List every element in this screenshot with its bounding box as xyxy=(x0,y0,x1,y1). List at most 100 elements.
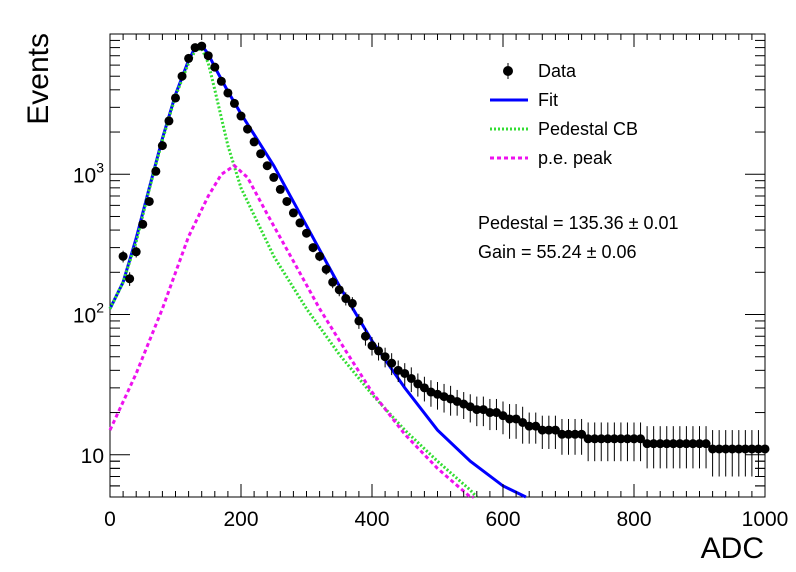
y-tick-exponent: 2 xyxy=(96,300,104,316)
data-point xyxy=(472,405,482,415)
x-tick-label: 1000 xyxy=(742,508,789,531)
data-point xyxy=(649,439,659,449)
data-point xyxy=(636,434,646,444)
data-point xyxy=(282,196,292,206)
data-point xyxy=(485,408,495,418)
data-point xyxy=(302,228,311,238)
data-points xyxy=(118,41,770,477)
data-point xyxy=(721,444,731,454)
data-point xyxy=(328,277,338,287)
data-point xyxy=(596,434,606,444)
data-point xyxy=(570,429,580,439)
data-point xyxy=(197,41,207,51)
data-point xyxy=(675,439,685,449)
data-point xyxy=(557,429,567,439)
data-point xyxy=(229,98,239,108)
data-point xyxy=(223,88,233,98)
data-point xyxy=(203,51,213,61)
legend-label: p.e. peak xyxy=(538,148,613,168)
x-axis-label: ADC xyxy=(701,532,764,565)
legend-marker xyxy=(503,66,513,76)
data-point xyxy=(256,149,266,159)
curve-p-e-peak xyxy=(108,163,474,499)
y-tick-base: 10 xyxy=(73,305,96,328)
data-point xyxy=(727,444,737,454)
data-point xyxy=(400,368,410,378)
data-point xyxy=(236,111,246,121)
data-point xyxy=(544,425,554,435)
data-point xyxy=(609,434,619,444)
data-point xyxy=(747,444,757,454)
data-point xyxy=(347,298,357,308)
data-point xyxy=(164,116,174,126)
legend-label: Data xyxy=(538,61,577,81)
data-point xyxy=(177,71,187,81)
data-point xyxy=(367,341,377,351)
data-point xyxy=(701,439,711,449)
data-point xyxy=(151,166,161,176)
data-point xyxy=(616,434,626,444)
data-point xyxy=(662,439,672,449)
data-point xyxy=(374,346,384,356)
data-point xyxy=(577,429,587,439)
data-point xyxy=(524,421,534,431)
data-point xyxy=(681,439,691,449)
data-point xyxy=(125,274,135,284)
data-point xyxy=(243,124,253,134)
curve-pedestal-cb xyxy=(108,46,478,499)
data-point xyxy=(157,141,167,151)
y-tick-label: 10 xyxy=(81,445,104,468)
data-point xyxy=(380,352,390,362)
data-point xyxy=(184,53,194,63)
x-tick-label: 200 xyxy=(223,508,258,531)
data-point xyxy=(334,285,344,295)
x-tick-label: 800 xyxy=(616,508,651,531)
data-point xyxy=(603,434,613,444)
data-point xyxy=(295,218,305,228)
data-point xyxy=(118,251,128,261)
y-tick-exponent: 3 xyxy=(96,159,104,175)
data-point xyxy=(144,196,154,206)
data-point xyxy=(354,316,364,326)
curve-fit xyxy=(108,43,527,499)
data-point xyxy=(518,417,528,427)
legend: Data Fit Pedestal CB p.e. peak xyxy=(490,61,638,168)
data-point xyxy=(583,434,593,444)
data-point xyxy=(341,294,351,304)
data-point xyxy=(269,172,279,182)
data-point xyxy=(642,439,652,449)
data-point xyxy=(714,444,724,454)
data-point xyxy=(531,421,541,431)
y-tick-base: 10 xyxy=(73,164,96,187)
data-point xyxy=(138,219,148,229)
data-point xyxy=(708,444,718,454)
data-point xyxy=(655,439,665,449)
data-point xyxy=(249,137,259,147)
y-tick-label: 102 xyxy=(73,300,104,328)
data-point xyxy=(419,383,429,393)
data-point xyxy=(262,161,272,171)
data-point xyxy=(740,444,750,454)
data-point xyxy=(321,264,331,274)
data-point xyxy=(406,373,416,383)
y-tick-base: 10 xyxy=(81,445,104,468)
x-axis-ticks: 0 200 400 600 800 1000 xyxy=(104,34,788,531)
data-point xyxy=(171,93,180,103)
data-point xyxy=(210,62,220,72)
data-point xyxy=(308,243,318,253)
data-point xyxy=(564,429,573,439)
stat-line: Gain = 55.24 ± 0.06 xyxy=(478,242,637,262)
data-point xyxy=(688,439,698,449)
data-point xyxy=(622,434,632,444)
y-axis-label: Events xyxy=(22,33,55,125)
data-point xyxy=(590,434,600,444)
data-point xyxy=(668,439,678,449)
data-point xyxy=(131,247,141,257)
x-tick-label: 400 xyxy=(354,508,389,531)
data-point xyxy=(288,208,298,218)
fit-curves xyxy=(108,43,527,499)
data-point xyxy=(275,184,285,194)
fit-stats: Pedestal = 135.36 ± 0.01 Gain = 55.24 ± 0… xyxy=(478,213,679,262)
